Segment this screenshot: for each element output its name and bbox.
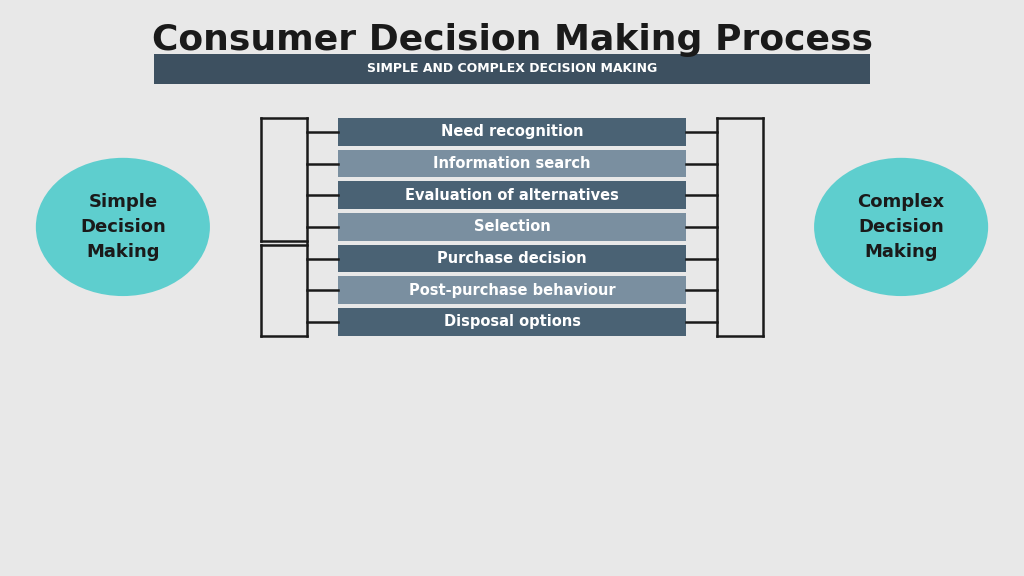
FancyBboxPatch shape (338, 213, 686, 241)
FancyBboxPatch shape (338, 276, 686, 304)
Text: Information search: Information search (433, 156, 591, 171)
Text: SIMPLE AND COMPLEX DECISION MAKING: SIMPLE AND COMPLEX DECISION MAKING (367, 62, 657, 75)
Text: Purchase decision: Purchase decision (437, 251, 587, 266)
FancyBboxPatch shape (338, 181, 686, 209)
Text: Disposal options: Disposal options (443, 314, 581, 329)
FancyBboxPatch shape (338, 245, 686, 272)
FancyBboxPatch shape (338, 308, 686, 336)
Text: Complex
Decision
Making: Complex Decision Making (857, 193, 945, 261)
FancyBboxPatch shape (338, 150, 686, 177)
FancyBboxPatch shape (154, 54, 870, 84)
Text: Simple
Decision
Making: Simple Decision Making (80, 193, 166, 261)
Text: Post-purchase behaviour: Post-purchase behaviour (409, 283, 615, 298)
Text: Selection: Selection (474, 219, 550, 234)
Ellipse shape (36, 158, 210, 296)
FancyBboxPatch shape (338, 118, 686, 146)
Text: Evaluation of alternatives: Evaluation of alternatives (406, 188, 618, 203)
Ellipse shape (814, 158, 988, 296)
Text: Consumer Decision Making Process: Consumer Decision Making Process (152, 23, 872, 58)
Text: Need recognition: Need recognition (440, 124, 584, 139)
